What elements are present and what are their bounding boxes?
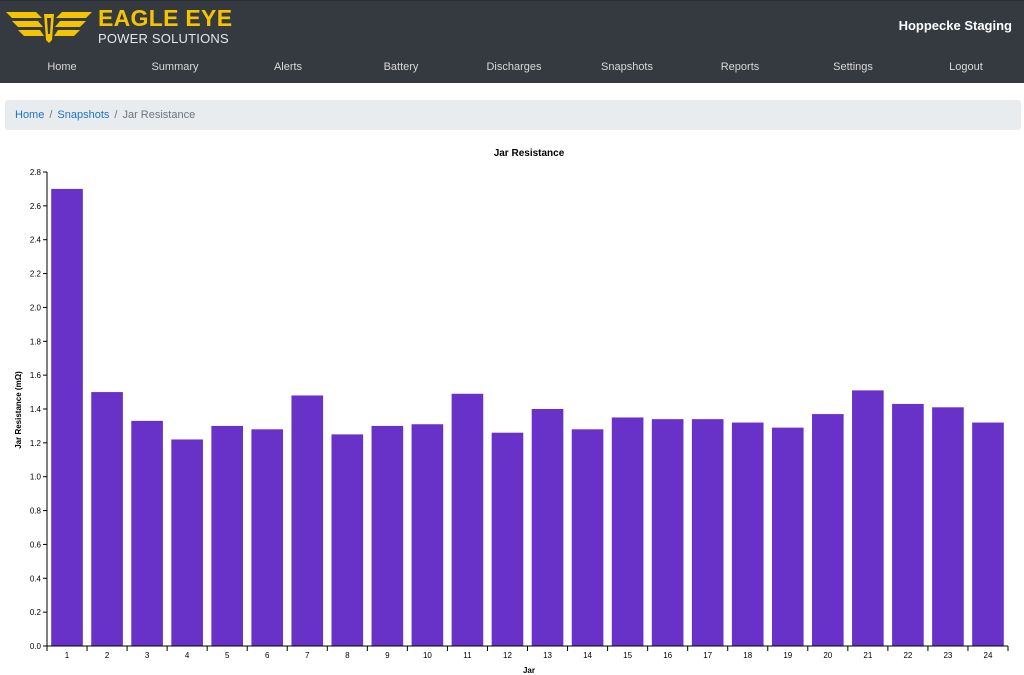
x-tick-label: 17	[703, 651, 712, 660]
x-tick-label: 9	[385, 651, 390, 660]
bar-jar-24[interactable]	[972, 422, 1004, 646]
nav-alerts[interactable]: Alerts	[273, 61, 303, 73]
y-tick-label: 1.6	[30, 371, 42, 380]
chart-title: Jar Resistance	[494, 148, 565, 159]
bar-jar-17[interactable]	[691, 419, 724, 646]
x-tick-label: 18	[743, 651, 752, 660]
y-tick-label: 2.2	[30, 270, 42, 279]
y-tick-label: 1.8	[30, 337, 42, 346]
y-tick-label: 2.4	[30, 236, 42, 245]
bar-jar-6[interactable]	[251, 429, 284, 646]
x-tick-label: 5	[225, 651, 230, 660]
nav-home[interactable]: Home	[47, 61, 77, 73]
y-axis-label: Jar Resistance (mΩ)	[14, 371, 23, 449]
nav-settings[interactable]: Settings	[833, 61, 873, 73]
bar-jar-15[interactable]	[611, 417, 644, 646]
logo-title: EAGLE EYE	[98, 5, 233, 31]
bar-jar-10[interactable]	[411, 424, 444, 646]
x-tick-label: 8	[345, 651, 350, 660]
site-name: Hoppecke Staging	[898, 18, 1012, 33]
bar-jar-21[interactable]	[852, 390, 884, 646]
bar-jar-13[interactable]	[531, 409, 564, 646]
nav-discharges[interactable]: Discharges	[486, 61, 542, 73]
x-tick-label: 6	[265, 651, 270, 660]
nav-snapshots[interactable]: Snapshots	[601, 61, 653, 73]
x-tick-label: 21	[863, 651, 872, 660]
breadcrumb-current: Jar Resistance	[122, 109, 196, 121]
bar-jar-12[interactable]	[491, 432, 524, 646]
x-tick-label: 13	[543, 651, 552, 660]
y-tick-label: 1.2	[30, 439, 42, 448]
y-tick-label: 0.4	[30, 574, 42, 583]
x-tick-label: 22	[903, 651, 912, 660]
bar-jar-22[interactable]	[892, 403, 924, 646]
x-tick-label: 14	[583, 651, 592, 660]
bar-jar-18[interactable]	[731, 422, 764, 646]
x-tick-label: 2	[105, 651, 110, 660]
nav-battery[interactable]: Battery	[383, 61, 419, 73]
x-tick-label: 16	[663, 651, 672, 660]
breadcrumb-snapshots[interactable]: Snapshots	[57, 109, 110, 121]
y-tick-label: 2.6	[30, 202, 42, 211]
y-tick-label: 0.8	[30, 507, 42, 516]
x-tick-label: 1	[65, 651, 70, 660]
bar-jar-14[interactable]	[571, 429, 604, 646]
y-tick-label: 1.0	[30, 473, 42, 482]
bar-jar-5[interactable]	[211, 425, 244, 646]
y-tick-label: 2.8	[30, 168, 42, 177]
logo-subtitle: POWER SOLUTIONS	[98, 31, 229, 46]
y-tick-label: 2.0	[30, 303, 42, 312]
x-tick-label: 3	[145, 651, 150, 660]
brand-logo[interactable]: EAGLE EYE POWER SOLUTIONS	[6, 7, 232, 45]
x-tick-label: 4	[185, 651, 190, 660]
x-tick-label: 15	[623, 651, 632, 660]
main-nav: Home Summary Alerts Battery Discharges S…	[0, 53, 1024, 81]
y-tick-label: 1.4	[30, 405, 42, 414]
x-tick-label: 20	[823, 651, 832, 660]
breadcrumb-separator: /	[114, 109, 118, 121]
x-tick-label: 11	[463, 651, 472, 660]
y-tick-label: 0.0	[30, 642, 42, 651]
y-tick-label: 0.2	[30, 608, 42, 617]
bar-jar-7[interactable]	[291, 395, 324, 646]
eagle-wings-logo-icon	[6, 12, 92, 43]
breadcrumb: Home / Snapshots / Jar Resistance	[5, 100, 1021, 130]
x-tick-label: 23	[943, 651, 952, 660]
bar-jar-2[interactable]	[91, 392, 123, 646]
bar-jar-1[interactable]	[51, 188, 83, 646]
bar-jar-19[interactable]	[771, 427, 804, 646]
x-tick-label: 10	[423, 651, 432, 660]
x-tick-label: 24	[984, 651, 993, 660]
bar-jar-8[interactable]	[331, 434, 364, 646]
x-tick-label: 19	[783, 651, 792, 660]
top-navbar: EAGLE EYE POWER SOLUTIONS Hoppecke Stagi…	[0, 0, 1024, 83]
jar-resistance-chart: Jar Resistance 0.0 0.2 0.4 0.6 0.8 1.0 1.2 1.4 1…	[14, 148, 1009, 675]
y-tick-label: 0.6	[30, 540, 42, 549]
breadcrumb-home[interactable]: Home	[15, 109, 45, 121]
bar-jar-16[interactable]	[651, 419, 684, 646]
bar-jar-9[interactable]	[371, 425, 404, 646]
nav-reports[interactable]: Reports	[720, 61, 760, 73]
x-axis: 1 2 3 4 5 6 7 8 9 10 11 12 13 14 15 16 17 18 19 20 21 22 23 24	[46, 645, 1009, 660]
bar-jar-3[interactable]	[131, 420, 163, 646]
y-axis: 0.0 0.2 0.4 0.6 0.8 1.0 1.2 1.4 1.6 1.8 2.0 2.2 2.4 2…	[30, 168, 48, 651]
bar-jar-20[interactable]	[811, 414, 844, 646]
nav-summary[interactable]: Summary	[151, 61, 199, 73]
x-tick-label: 12	[503, 651, 512, 660]
x-tick-label: 7	[305, 651, 310, 660]
nav-logout[interactable]: Logout	[949, 61, 983, 73]
bar-jar-11[interactable]	[451, 393, 484, 646]
x-axis-label: Jar	[523, 666, 535, 675]
bars-group	[51, 188, 1004, 646]
breadcrumb-separator: /	[49, 109, 53, 121]
bar-jar-4[interactable]	[171, 439, 203, 646]
bar-jar-23[interactable]	[932, 407, 964, 646]
